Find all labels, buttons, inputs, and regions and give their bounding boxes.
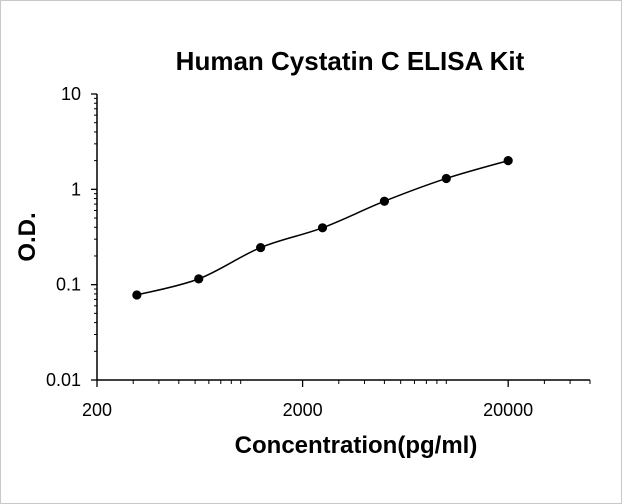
data-point [441, 173, 451, 184]
y-tick-label: 0.1 [56, 275, 81, 295]
x-tick-label: 20000 [483, 400, 533, 420]
y-axis-title: O.D. [14, 212, 41, 261]
axes [96, 94, 590, 381]
data-point [317, 223, 328, 233]
x-tick-label: 200 [82, 400, 112, 420]
y-tick-label: 0.01 [46, 370, 81, 390]
data-point [194, 274, 204, 284]
data-point [503, 156, 513, 166]
data-point [379, 196, 390, 206]
data-point [132, 290, 142, 300]
data-point [256, 242, 266, 253]
x-tick-label: 2000 [283, 400, 323, 420]
y-tick-label: 1 [71, 179, 81, 199]
chart-title: Human Cystatin C ELISA Kit [176, 46, 525, 76]
y-tick-label: 10 [61, 84, 81, 104]
data-points [132, 156, 513, 300]
ticks [91, 93, 591, 387]
x-axis-title: Concentration(pg/ml) [235, 432, 478, 459]
